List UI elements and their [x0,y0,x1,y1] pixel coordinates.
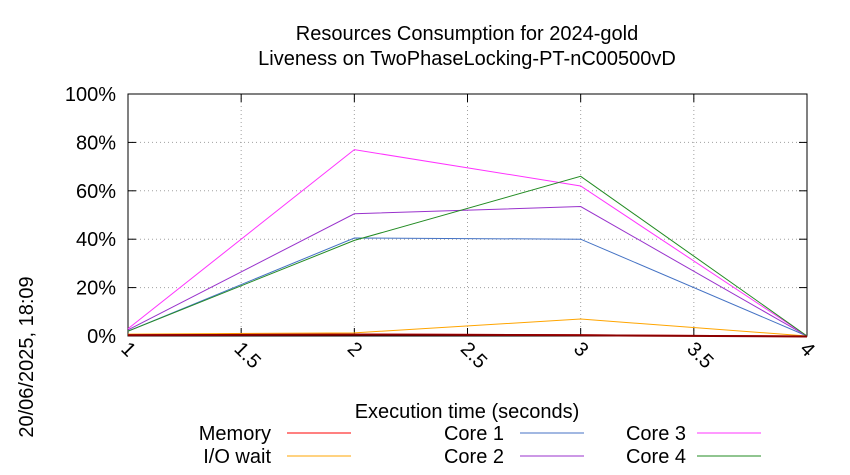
y-tick-label: 20% [76,278,116,300]
series-lines [127,149,808,338]
x-tick-label: 3 [569,338,592,361]
y-tick-label: 80% [76,132,116,154]
y-tick-label: 40% [76,229,116,251]
x-tick-label: 1.5 [230,338,265,373]
y-tick-label: 60% [76,181,116,203]
legend-label-core-2: Core 2 [444,446,504,468]
x-tick-label: 2 [343,338,366,361]
series-line-core-3 [127,149,808,337]
legend-label-i-o-wait: I/O wait [203,446,271,468]
legend-label-core-4: Core 4 [626,446,686,468]
axes: 0% 20% 40% 60% 80% 100% 1 1.5 2 2.5 3 3.5 4 [65,84,819,373]
series-line-memory-shadow [127,333,808,338]
legend-label-memory: Memory [199,423,271,445]
legend-label-core-1: Core 1 [444,423,504,445]
series-line-core-2 [127,206,808,337]
series-line-i-o-wait [127,318,808,337]
x-tick-label: 2.5 [456,338,491,373]
y-tick-label: 100% [65,84,116,106]
series-line-core-4 [127,175,808,337]
x-tick-label: 4 [795,338,818,361]
grid-lines [127,93,808,337]
series-line-core-1 [127,237,808,337]
x-axis-label: Execution time (seconds) [355,401,580,423]
x-tick-label: 3.5 [682,338,717,373]
plot-frame [127,93,808,337]
timestamp-label: 20/06/2025, 18:09 [16,276,38,437]
chart-title: Resources Consumption for 2024-gold [296,23,638,45]
y-tick-label: 0% [87,326,116,348]
legend-label-core-3: Core 3 [626,423,686,445]
x-tick-label: 1 [116,338,139,361]
chart-subtitle: Liveness on TwoPhaseLocking-PT-nC00500vD [258,48,676,70]
